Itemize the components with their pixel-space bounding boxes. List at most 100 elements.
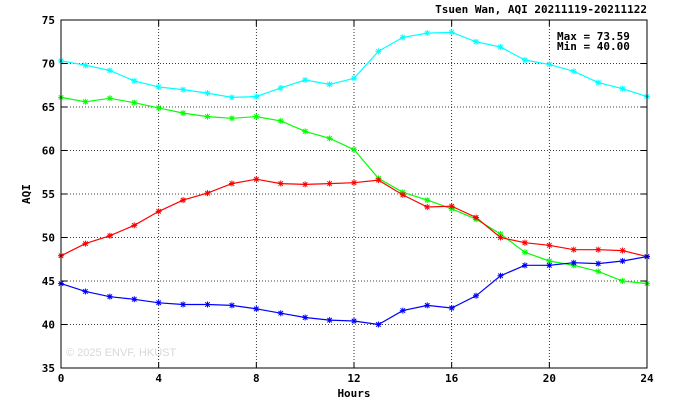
series-3-point: [253, 176, 260, 183]
series-4-point: [619, 257, 626, 264]
series-2-point: [521, 249, 528, 256]
series-1-point: [448, 29, 455, 36]
tick-labels: 0 4 8 12 16 20 24 35 40 45 50 55 60 65 70 75: [42, 14, 654, 385]
series-3-point: [570, 246, 577, 253]
series-2-point: [131, 99, 138, 106]
series-1-point: [180, 86, 187, 93]
series-3-point: [473, 214, 480, 221]
x-tick-label: 24: [640, 372, 654, 385]
series-1-point: [595, 79, 602, 86]
series-2-point: [106, 95, 113, 102]
series-4-markers: [58, 253, 650, 328]
series-4-point: [424, 302, 431, 309]
grid-lines: [61, 20, 647, 368]
series-4-point: [399, 307, 406, 314]
series-3-point: [399, 191, 406, 198]
series-2-point: [155, 104, 162, 111]
series-3-point: [204, 190, 211, 197]
series-2-point: [302, 128, 309, 135]
series-4-point: [253, 305, 260, 312]
y-tick-label: 40: [42, 319, 55, 332]
series-1-point: [106, 67, 113, 74]
chart-title: Tsuen Wan, AQI 20211119-20211122: [435, 3, 647, 16]
series-4-point: [595, 260, 602, 267]
series-3-point: [424, 204, 431, 211]
series-3-point: [302, 181, 309, 188]
series-4-point: [546, 262, 553, 269]
series-4-point: [106, 293, 113, 300]
series-1-point: [570, 68, 577, 75]
series-3-point: [497, 234, 504, 241]
series-4-point: [277, 310, 284, 317]
x-axis-label: Hours: [337, 387, 370, 400]
series-1-point: [204, 90, 211, 97]
series-2-point: [546, 257, 553, 264]
series-1-point: [351, 75, 357, 82]
series-4-point: [375, 321, 382, 328]
series-3-point: [82, 240, 89, 247]
series-1-point: [228, 94, 235, 101]
y-tick-label: 60: [42, 145, 55, 158]
series-3-point: [228, 180, 235, 187]
y-axis-label: AQI: [20, 184, 33, 204]
series-3-line: [60, 178, 648, 258]
series-4-point: [131, 296, 138, 303]
series-1-point: [326, 81, 333, 88]
series-1-point: [619, 85, 626, 92]
series-3-point: [277, 180, 284, 187]
series-1-point: [253, 93, 260, 100]
series-3-point: [155, 208, 162, 215]
x-tick-label: 12: [347, 372, 360, 385]
watermark-text: © 2025 ENVF, HKUST: [66, 347, 176, 359]
y-tick-label: 45: [42, 275, 55, 288]
series-2-point: [326, 135, 333, 142]
x-tick-label: 20: [543, 372, 556, 385]
y-tick-label: 65: [42, 101, 55, 114]
series-2-point: [228, 115, 235, 122]
series-3-point: [351, 179, 357, 186]
series-1-point: [155, 83, 162, 90]
y-tick-label: 50: [42, 232, 55, 245]
series-4-point: [570, 259, 577, 266]
series-1-point: [546, 61, 553, 68]
x-tick-label: 8: [253, 372, 260, 385]
y-tick-label: 55: [42, 188, 55, 201]
series-3-point: [131, 222, 138, 229]
series-2-point: [180, 110, 187, 117]
series-1-point: [302, 77, 309, 84]
series-4-point: [326, 317, 333, 324]
series-3-markers: [58, 176, 650, 260]
series-4-point: [351, 318, 357, 325]
series-1-point: [131, 77, 138, 84]
series-2-point: [424, 197, 431, 204]
series-3-point: [595, 246, 602, 253]
min-value-label: Min = 40.00: [557, 40, 630, 53]
series-4-point: [204, 301, 211, 308]
series-4-point: [180, 301, 187, 308]
series-layer: [58, 29, 650, 328]
series-1-point: [497, 43, 504, 50]
x-tick-label: 16: [445, 372, 459, 385]
x-tick-label: 4: [155, 372, 162, 385]
series-4-point: [448, 304, 455, 311]
series-3-point: [546, 242, 553, 249]
series-1-point: [424, 30, 431, 37]
series-2-point: [351, 146, 357, 153]
series-1-point: [521, 57, 528, 64]
series-4-point: [521, 262, 528, 269]
series-4-point: [302, 314, 309, 321]
series-3-point: [375, 177, 382, 184]
y-tick-label: 35: [42, 362, 55, 375]
series-3-point: [180, 197, 187, 204]
series-2-point: [253, 113, 260, 120]
series-4-point: [473, 292, 480, 299]
y-tick-label: 70: [42, 58, 55, 71]
series-3-point: [521, 239, 528, 246]
series-4-point: [82, 288, 89, 295]
series-3-point: [448, 203, 455, 210]
series-3-point: [106, 232, 113, 239]
series-2-point: [619, 278, 626, 284]
series-2-point: [497, 231, 504, 238]
series-2-point: [204, 113, 211, 120]
